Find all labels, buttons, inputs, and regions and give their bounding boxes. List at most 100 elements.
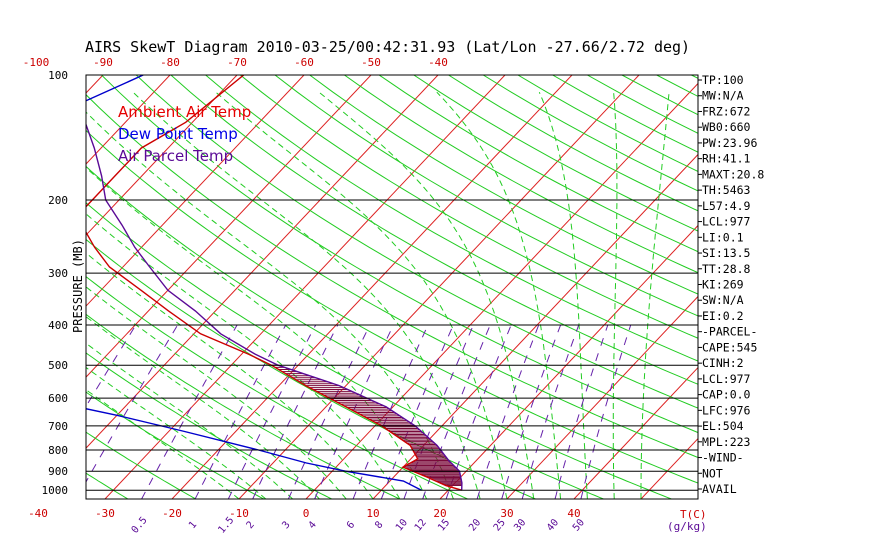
mixing-ratio-line [554, 324, 609, 499]
mixing-ratio-tick: 40 [545, 517, 561, 533]
index-label: MW:N/A [702, 89, 744, 103]
index-label: -PARCEL- [702, 325, 757, 339]
moist-adiabat [86, 342, 293, 499]
mixing-ratio-line [501, 324, 562, 499]
dry-adiabat [170, 75, 698, 385]
mixing-ratio-tick: 3 [280, 520, 292, 532]
moist-adiabat [640, 92, 670, 499]
index-label: AVAIL [702, 482, 737, 496]
legend: Ambient Air Temp Dew Point Temp Air Parcel… [118, 103, 251, 165]
series-lines [86, 75, 463, 491]
dry-adiabat [86, 165, 672, 499]
dry-adiabat [86, 94, 698, 459]
dry-adiabat [86, 129, 698, 484]
x-bottom-tick: -20 [162, 507, 182, 520]
index-label: LFC:976 [702, 403, 751, 417]
legend-item: Dew Point Temp [118, 125, 238, 143]
mixing-ratio-line [287, 324, 371, 499]
cape-area [271, 364, 462, 486]
index-label: PW:23.96 [702, 136, 757, 150]
moist-adiabat [86, 316, 320, 499]
dry-adiabat [309, 75, 698, 295]
index-label: LCL:977 [702, 215, 751, 229]
pressure-tick: 400 [48, 319, 68, 332]
mixing-ratio-tick: 0.5 [130, 515, 150, 536]
mixing-ratio-tick: 8 [373, 520, 385, 532]
isotherm [506, 295, 698, 499]
moist-adiabat [612, 92, 618, 499]
moist-adiabat [86, 167, 428, 499]
index-label: MPL:223 [702, 435, 751, 449]
dry-adiabat [656, 75, 698, 97]
isotherm [86, 75, 372, 378]
isotherm [305, 82, 698, 499]
index-label: EI:0.2 [702, 309, 744, 323]
index-label: KI:269 [702, 278, 744, 292]
mixing-ratio-tick: 10 [394, 517, 410, 533]
isotherm [573, 366, 698, 499]
index-label: MAXT:20.8 [702, 167, 764, 181]
dry-adiabat [135, 75, 698, 409]
x-bottom-tick: -10 [229, 507, 249, 520]
isotherm [372, 153, 698, 499]
mixing-ratio-line [380, 324, 454, 499]
mixing-ratio-tick: 1 [187, 520, 199, 532]
isotherm [86, 75, 104, 94]
dry-adiabat [86, 472, 129, 499]
dry-adiabat [517, 75, 698, 173]
pressure-tick: 300 [48, 267, 68, 280]
isotherm [0, 75, 36, 499]
moist-adiabat [215, 91, 508, 499]
mixing-ratio-line [86, 324, 179, 483]
x-bottom-tick: 30 [500, 507, 513, 520]
index-label: WB0:660 [702, 120, 751, 134]
x-top-tick: -60 [294, 56, 314, 69]
pressure-tick: 500 [48, 359, 68, 372]
index-label: SW:N/A [702, 293, 744, 307]
dry-adiabat [86, 276, 468, 499]
mixing-ratio-line [314, 324, 394, 499]
x-bottom-tick: 10 [366, 507, 379, 520]
x-bottom-tick: -30 [95, 507, 115, 520]
moist-adiabat [86, 286, 347, 499]
index-label: LI:0.1 [702, 230, 744, 244]
dry-adiabat [86, 431, 197, 499]
mixing-ratio-unit: (g/kg) [667, 520, 707, 533]
mixing-ratio-tick: 12 [413, 517, 429, 533]
pressure-tick: 800 [48, 444, 68, 457]
plot-frame [85, 74, 699, 500]
mixing-ratio-line [521, 324, 580, 499]
pressure-tick: 200 [48, 194, 68, 207]
index-label: LCL:977 [702, 372, 751, 386]
index-label: TT:28.8 [702, 262, 751, 276]
moist-adiabat [86, 389, 240, 499]
series-dew-point-temp [86, 75, 422, 491]
series-ambient-air-temp [86, 75, 462, 491]
pressure-tick: 600 [48, 392, 68, 405]
mixing-ratio-line [227, 324, 317, 499]
index-label: CAPE:545 [702, 340, 757, 354]
mixing-ratio-line [352, 324, 429, 499]
isotherm [86, 75, 171, 165]
index-label: TP:100 [702, 73, 744, 87]
x-top-ticks: -120-110-100-90-80-70-60-50-40 [23, 56, 448, 69]
mixing-ratio-line [422, 324, 491, 499]
x-axis-label: T(C) [680, 508, 707, 521]
legend-item: Ambient Air Temp [118, 103, 251, 121]
isotherm [86, 75, 439, 449]
mixing-ratio-tick: 6 [345, 520, 357, 532]
mixing-ratio-tick: 30 [512, 517, 528, 533]
x-top-tick: -100 [23, 56, 50, 69]
dry-adiabat [86, 202, 604, 499]
index-label: L57:4.9 [702, 199, 751, 213]
x-top-tick: -90 [93, 56, 113, 69]
y-axis-label: PRESSURE (MB) [71, 239, 85, 333]
index-label: EL:504 [702, 419, 744, 433]
index-label: CAP:0.0 [702, 388, 751, 402]
mixing-ratio-tick: 4 [307, 520, 319, 532]
series-air-parcel-temp [86, 122, 463, 491]
legend-item: Air Parcel Temp [118, 147, 233, 165]
